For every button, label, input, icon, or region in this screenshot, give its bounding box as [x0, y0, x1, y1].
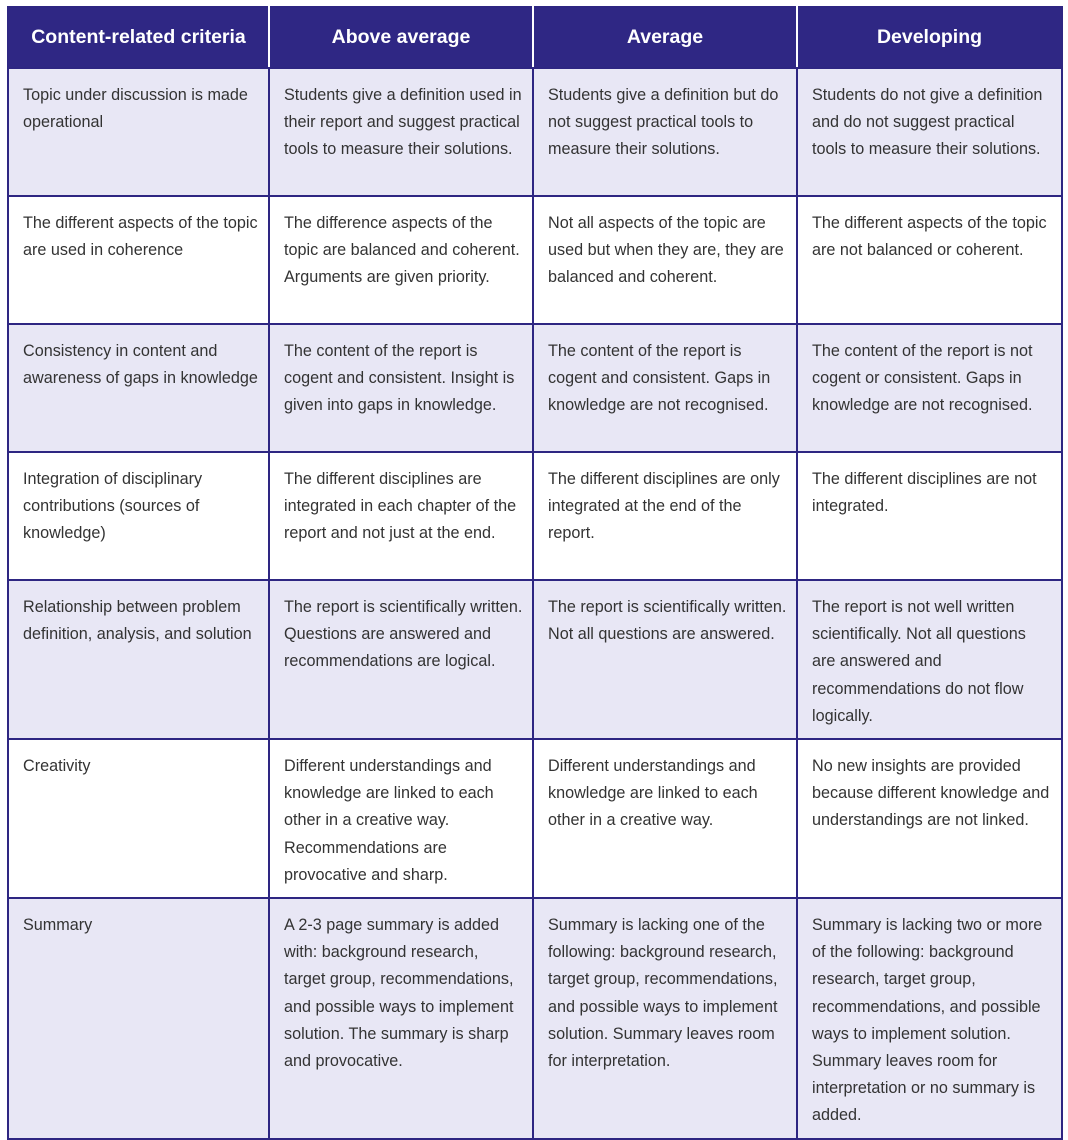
table-row: Creativity Different understandings and k…: [7, 738, 1063, 900]
cell-criteria: The different aspects of the topic are u…: [7, 195, 270, 325]
cell-criteria: Topic under discussion is made operation…: [7, 67, 270, 197]
cell-average: Different understandings and knowledge a…: [532, 738, 798, 900]
cell-developing: The content of the report is not cogent …: [796, 323, 1063, 453]
cell-developing: The report is not well written scientifi…: [796, 578, 1063, 741]
table-row: Summary A 2-3 page summary is added with:…: [7, 897, 1063, 1140]
cell-developing: No new insights are provided because dif…: [796, 738, 1063, 900]
cell-criteria: Creativity: [7, 738, 270, 900]
cell-above: The different disciplines are integrated…: [268, 451, 534, 581]
header-row: Content-related criteria Above average A…: [7, 6, 1063, 69]
cell-criteria: Integration of disciplinary contribution…: [7, 451, 270, 581]
cell-developing: Summary is lacking two or more of the fo…: [796, 897, 1063, 1140]
cell-criteria: Relationship between problem definition,…: [7, 578, 270, 741]
cell-above: A 2-3 page summary is added with: backgr…: [268, 897, 534, 1140]
cell-criteria: Summary: [7, 897, 270, 1140]
cell-above: Students give a definition used in their…: [268, 67, 534, 197]
cell-average: The content of the report is cogent and …: [532, 323, 798, 453]
cell-developing: Students do not give a definition and do…: [796, 67, 1063, 197]
header-above-average: Above average: [268, 6, 534, 69]
cell-average: The report is scientifically written. No…: [532, 578, 798, 741]
cell-criteria: Consistency in content and awareness of …: [7, 323, 270, 453]
cell-average: Not all aspects of the topic are used bu…: [532, 195, 798, 325]
rubric-table: Content-related criteria Above average A…: [7, 6, 1063, 1140]
cell-above: The content of the report is cogent and …: [268, 323, 534, 453]
cell-average: Students give a definition but do not su…: [532, 67, 798, 197]
cell-above: The report is scientifically written. Qu…: [268, 578, 534, 741]
cell-average: The different disciplines are only integ…: [532, 451, 798, 581]
cell-above: The difference aspects of the topic are …: [268, 195, 534, 325]
table-row: Relationship between problem definition,…: [7, 578, 1063, 741]
table-row: The different aspects of the topic are u…: [7, 195, 1063, 325]
cell-average: Summary is lacking one of the following:…: [532, 897, 798, 1140]
cell-developing: The different aspects of the topic are n…: [796, 195, 1063, 325]
cell-developing: The different disciplines are not integr…: [796, 451, 1063, 581]
table-row: Consistency in content and awareness of …: [7, 323, 1063, 453]
cell-above: Different understandings and knowledge a…: [268, 738, 534, 900]
header-criteria: Content-related criteria: [7, 6, 270, 69]
header-average: Average: [532, 6, 798, 69]
table-row: Integration of disciplinary contribution…: [7, 451, 1063, 581]
table-row: Topic under discussion is made operation…: [7, 67, 1063, 197]
header-developing: Developing: [796, 6, 1063, 69]
